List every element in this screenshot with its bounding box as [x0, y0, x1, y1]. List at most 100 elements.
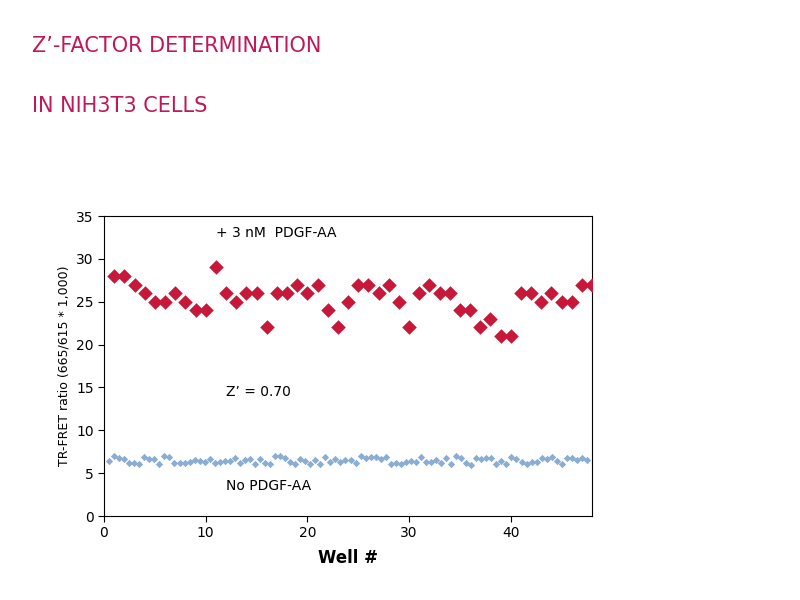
Point — [423, 280, 436, 289]
Point — [270, 289, 283, 298]
Point — [364, 452, 377, 461]
Point — [450, 451, 462, 461]
Point — [203, 455, 216, 464]
Point — [118, 271, 130, 281]
Point — [118, 455, 130, 464]
Point — [138, 452, 150, 462]
Text: No PDGF-AA: No PDGF-AA — [226, 479, 311, 493]
Point — [324, 458, 337, 467]
Point — [168, 458, 181, 467]
Point — [555, 459, 568, 469]
Point — [354, 451, 367, 461]
Point — [494, 331, 507, 341]
Point — [540, 454, 553, 464]
Point — [410, 457, 422, 467]
Point — [443, 289, 456, 298]
Point — [352, 280, 365, 289]
Point — [173, 458, 186, 468]
Point — [289, 459, 302, 469]
Point — [520, 459, 533, 469]
Y-axis label: TR-FRET ratio (665/615 * 1,000): TR-FRET ratio (665/615 * 1,000) — [58, 266, 70, 466]
Point — [525, 289, 538, 298]
Point — [535, 454, 548, 463]
Point — [480, 454, 493, 463]
Point — [514, 289, 527, 298]
Point — [470, 453, 482, 463]
Point — [433, 289, 446, 298]
Point — [311, 280, 324, 289]
Point — [374, 455, 387, 464]
Point — [339, 455, 352, 465]
Point — [269, 452, 282, 461]
Point — [485, 453, 498, 463]
Point — [258, 458, 271, 468]
Point — [490, 459, 502, 469]
Point — [138, 289, 151, 298]
Point — [214, 457, 226, 467]
Point — [260, 323, 273, 332]
Point — [243, 455, 256, 464]
Point — [128, 280, 141, 289]
Point — [454, 453, 467, 463]
Point — [198, 457, 211, 467]
Point — [440, 453, 453, 463]
Point — [534, 297, 547, 307]
Point — [128, 458, 141, 468]
Point — [394, 460, 407, 469]
Point — [334, 457, 347, 467]
Point — [530, 457, 543, 467]
Point — [250, 289, 263, 298]
Point — [230, 297, 242, 307]
Point — [301, 289, 314, 298]
Point — [581, 455, 594, 465]
Point — [102, 457, 115, 466]
Point — [484, 314, 497, 323]
Point — [113, 454, 126, 463]
Point — [322, 305, 334, 315]
Point — [183, 457, 196, 467]
Point — [188, 455, 201, 465]
Point — [309, 455, 322, 465]
Point — [570, 455, 583, 464]
Point — [331, 323, 344, 332]
Point — [238, 455, 251, 465]
Point — [560, 454, 573, 463]
Point — [475, 454, 488, 463]
Point — [133, 459, 146, 469]
Point — [425, 457, 438, 467]
Point — [319, 452, 332, 461]
Point — [405, 457, 418, 466]
Point — [108, 452, 121, 461]
Point — [344, 455, 357, 464]
Point — [149, 297, 162, 307]
Point — [370, 452, 382, 462]
Point — [495, 457, 508, 466]
Point — [342, 297, 354, 307]
Point — [399, 457, 412, 467]
Point — [586, 280, 598, 289]
Point — [314, 460, 326, 469]
Point — [123, 458, 136, 468]
Text: Z’ = 0.70: Z’ = 0.70 — [226, 385, 291, 399]
Point — [234, 458, 246, 467]
Point — [281, 289, 294, 298]
Point — [163, 452, 176, 462]
Point — [304, 459, 317, 469]
Point — [460, 458, 473, 467]
Text: IN NIH3T3 CELLS: IN NIH3T3 CELLS — [32, 96, 207, 116]
Text: + 3 nM  PDGF-AA: + 3 nM PDGF-AA — [216, 226, 336, 240]
Point — [218, 457, 231, 466]
Point — [510, 454, 523, 464]
Point — [208, 458, 221, 468]
Point — [382, 280, 395, 289]
Point — [575, 280, 588, 289]
Point — [179, 297, 192, 307]
Point — [294, 454, 306, 464]
Point — [393, 297, 406, 307]
Point — [169, 289, 182, 298]
Point — [445, 459, 458, 469]
Point — [555, 297, 568, 307]
Point — [545, 289, 558, 298]
Point — [274, 451, 286, 461]
Point — [219, 289, 233, 298]
